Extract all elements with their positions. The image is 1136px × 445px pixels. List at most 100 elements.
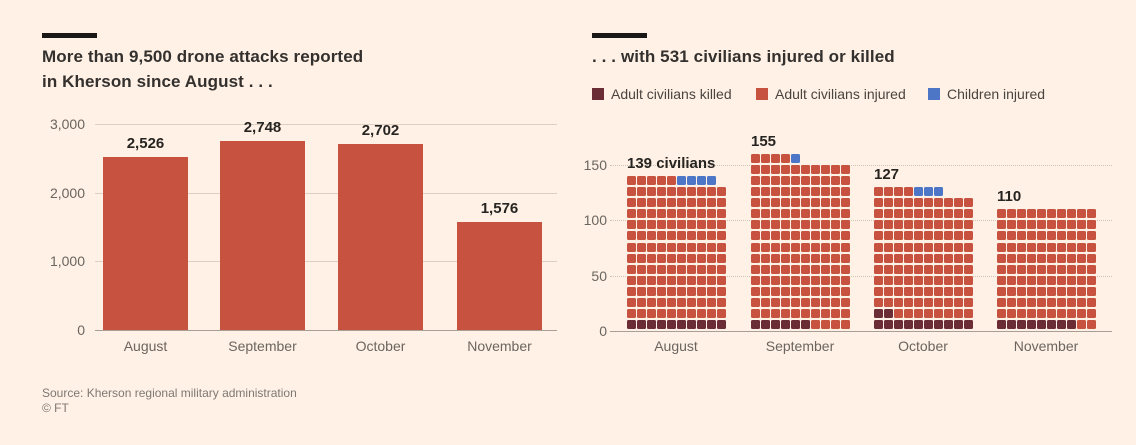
waffle-square-adult-civilians-injured: [1087, 220, 1096, 230]
waffle-square-adult-civilians-injured: [821, 198, 830, 208]
waffle-square-adult-civilians-injured: [627, 308, 636, 318]
x-label-september: September: [228, 338, 297, 354]
waffle-square-adult-civilians-injured: [904, 286, 913, 296]
waffle-square-adult-civilians-injured: [697, 308, 706, 318]
waffle-square-adult-civilians-injured: [811, 176, 820, 186]
waffle-square-adult-civilians-injured: [821, 253, 830, 263]
waffle-square-adult-civilians-injured: [717, 198, 726, 208]
waffle-square-adult-civilians-injured: [657, 209, 666, 219]
waffle-square-adult-civilians-injured: [874, 242, 883, 252]
waffle-square-adult-civilians-injured: [934, 231, 943, 241]
waffle-square-adult-civilians-injured: [637, 242, 646, 252]
waffle-square-adult-civilians-injured: [667, 231, 676, 241]
waffle-square-adult-civilians-injured: [1067, 297, 1076, 307]
waffle-square-adult-civilians-injured: [831, 176, 840, 186]
waffle-square-adult-civilians-killed: [924, 320, 933, 329]
waffle-square-adult-civilians-killed: [1067, 320, 1076, 329]
waffle-square-adult-civilians-injured: [884, 286, 893, 296]
waffle-square-adult-civilians-injured: [884, 264, 893, 274]
waffle-square-adult-civilians-injured: [1027, 297, 1036, 307]
waffle-total-august: 139 civilians: [627, 155, 716, 173]
waffle-square-adult-civilians-injured: [771, 231, 780, 241]
waffle-square-adult-civilians-injured: [1017, 253, 1026, 263]
waffle-square-adult-civilians-injured: [1047, 297, 1056, 307]
source-line: Source: Kherson regional military admini…: [42, 386, 297, 400]
waffle-square-adult-civilians-injured: [874, 253, 883, 263]
waffle-square-adult-civilians-injured: [677, 242, 686, 252]
waffle-square-adult-civilians-injured: [657, 220, 666, 230]
waffle-square-adult-civilians-injured: [831, 220, 840, 230]
waffle-square-adult-civilians-injured: [761, 264, 770, 274]
waffle-square-children-injured: [677, 176, 686, 186]
waffle-square-adult-civilians-injured: [627, 242, 636, 252]
waffle-square-adult-civilians-injured: [954, 286, 963, 296]
waffle-square-adult-civilians-injured: [1007, 297, 1016, 307]
waffle-square-adult-civilians-injured: [831, 253, 840, 263]
legend-swatch-adult-civilians-injured: [756, 88, 768, 100]
waffle-square-adult-civilians-injured: [904, 242, 913, 252]
waffle-square-adult-civilians-injured: [821, 320, 830, 329]
waffle-square-adult-civilians-injured: [841, 297, 850, 307]
waffle-square-adult-civilians-injured: [751, 308, 760, 318]
waffle-square-adult-civilians-injured: [751, 286, 760, 296]
waffle-square-adult-civilians-injured: [934, 297, 943, 307]
waffle-square-adult-civilians-injured: [801, 176, 810, 186]
waffle-square-adult-civilians-injured: [657, 198, 666, 208]
waffle-square-adult-civilians-injured: [924, 198, 933, 208]
y-tick-3000: 3,000: [49, 116, 85, 132]
bar-value-october: 2,702: [361, 122, 400, 140]
waffle-square-adult-civilians-injured: [944, 275, 953, 285]
waffle-square-adult-civilians-injured: [717, 209, 726, 219]
waffle-square-adult-civilians-injured: [771, 297, 780, 307]
waffle-square-adult-civilians-killed: [874, 320, 883, 329]
waffle-square-adult-civilians-injured: [677, 264, 686, 274]
waffle-square-adult-civilians-injured: [1007, 231, 1016, 241]
waffle-square-adult-civilians-injured: [667, 253, 676, 263]
waffle-square-adult-civilians-injured: [1067, 209, 1076, 219]
waffle-square-adult-civilians-injured: [997, 220, 1006, 230]
waffle-square-adult-civilians-injured: [884, 253, 893, 263]
waffle-square-adult-civilians-injured: [707, 198, 716, 208]
waffle-square-adult-civilians-injured: [944, 231, 953, 241]
waffle-square-adult-civilians-injured: [687, 187, 696, 197]
waffle-square-adult-civilians-injured: [687, 308, 696, 318]
waffle-square-adult-civilians-injured: [894, 275, 903, 285]
waffle-square-adult-civilians-injured: [667, 308, 676, 318]
waffle-square-adult-civilians-injured: [781, 209, 790, 219]
waffle-square-adult-civilians-injured: [1007, 286, 1016, 296]
left-title-rule: [42, 33, 97, 38]
waffle-square-adult-civilians-injured: [801, 286, 810, 296]
waffle-square-adult-civilians-injured: [831, 264, 840, 274]
waffle-square-adult-civilians-injured: [811, 308, 820, 318]
waffle-square-adult-civilians-injured: [1037, 275, 1046, 285]
waffle-square-adult-civilians-injured: [771, 209, 780, 219]
waffle-square-adult-civilians-injured: [771, 275, 780, 285]
waffle-square-adult-civilians-injured: [1067, 253, 1076, 263]
waffle-square-adult-civilians-injured: [647, 286, 656, 296]
waffle-square-adult-civilians-injured: [677, 209, 686, 219]
waffle-square-adult-civilians-injured: [884, 297, 893, 307]
waffle-square-adult-civilians-injured: [1077, 297, 1086, 307]
waffle-square-adult-civilians-injured: [874, 220, 883, 230]
waffle-square-children-injured: [707, 176, 716, 186]
x-label-right-october: October: [898, 338, 948, 354]
waffle-square-adult-civilians-injured: [687, 242, 696, 252]
waffle-square-adult-civilians-injured: [821, 286, 830, 296]
waffle-square-adult-civilians-injured: [707, 187, 716, 197]
waffle-square-adult-civilians-injured: [1077, 320, 1086, 329]
waffle-square-adult-civilians-injured: [997, 264, 1006, 274]
waffle-square-adult-civilians-injured: [667, 264, 676, 274]
waffle-square-adult-civilians-injured: [831, 209, 840, 219]
waffle-square-adult-civilians-injured: [751, 275, 760, 285]
waffle-square-adult-civilians-injured: [811, 187, 820, 197]
waffle-square-adult-civilians-injured: [791, 297, 800, 307]
waffle-square-adult-civilians-injured: [821, 231, 830, 241]
waffle-square-adult-civilians-injured: [687, 297, 696, 307]
waffle-square-adult-civilians-injured: [761, 242, 770, 252]
x-label-right-november: November: [1013, 338, 1079, 354]
waffle-square-adult-civilians-injured: [904, 253, 913, 263]
waffle-square-adult-civilians-injured: [761, 253, 770, 263]
waffle-square-adult-civilians-injured: [1037, 286, 1046, 296]
waffle-square-adult-civilians-injured: [1017, 297, 1026, 307]
waffle-square-adult-civilians-injured: [717, 253, 726, 263]
